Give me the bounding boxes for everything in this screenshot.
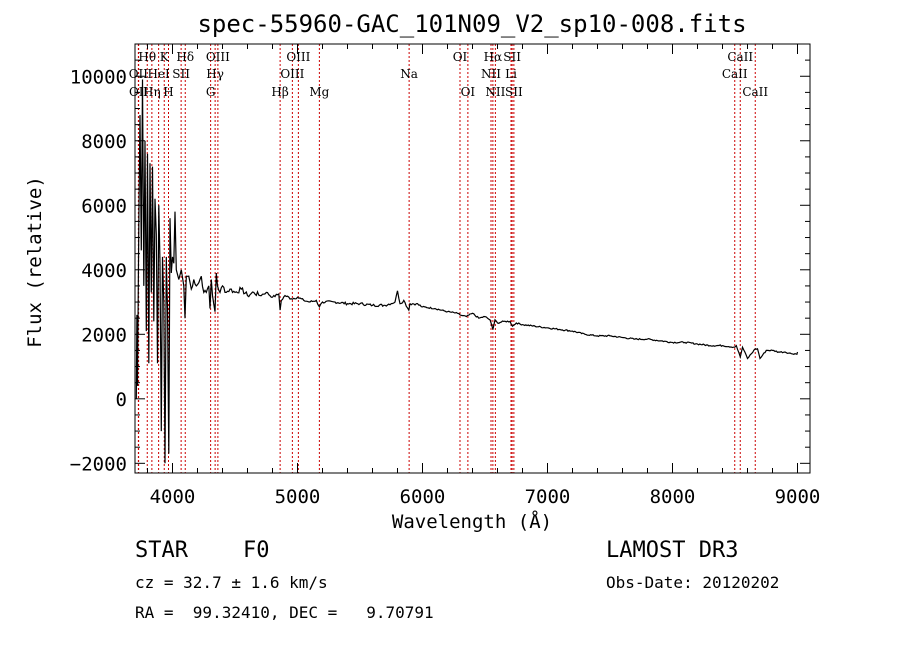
line-marker-label: Hθ (138, 50, 156, 64)
y-axis-label: Flux (relative) (24, 176, 46, 348)
y-tick-label: 8000 (81, 131, 127, 153)
line-marker-label: Mg (309, 85, 329, 99)
x-axis-label: Wavelength (Å) (392, 510, 552, 533)
line-marker-label: Hη (143, 85, 161, 99)
line-marker-label: SII (172, 67, 190, 81)
line-marker-label: H (163, 85, 173, 99)
line-marker-label: Hβ (271, 85, 288, 99)
line-marker-label: OIII (280, 67, 304, 81)
line-markers (137, 44, 756, 473)
coordinates-text: RA = 99.32410, DEC = 9.70791 (135, 603, 434, 622)
line-marker-label: OII (129, 67, 149, 81)
line-marker-label: NII (485, 85, 505, 99)
line-marker-label: CaII (727, 50, 753, 64)
x-tick-label: 6000 (400, 486, 446, 508)
y-tick-label: 4000 (81, 260, 127, 282)
line-marker-label: Hγ (206, 67, 224, 81)
obs-date-text: Obs-Date: 20120202 (606, 573, 780, 592)
y-tick-label: 2000 (81, 324, 127, 346)
chart-title: spec-55960-GAC_101N09_V2_sp10-008.fits (197, 10, 746, 38)
line-marker-label: K (160, 50, 170, 64)
x-tick-label: 7000 (525, 486, 571, 508)
x-tick-label: 8000 (650, 486, 696, 508)
line-marker-label: SII (505, 85, 523, 99)
y-tick-label: 6000 (81, 195, 127, 217)
object-class: STAR (135, 538, 188, 563)
x-tick-label: 5000 (275, 486, 321, 508)
line-marker-label: HeI (147, 67, 170, 81)
spectrum-line (135, 79, 799, 464)
line-marker-label: Li (505, 67, 517, 81)
line-marker-label: OI (453, 50, 468, 64)
survey-label: LAMOST DR3 (606, 538, 739, 563)
line-marker-label: CaII (742, 85, 768, 99)
x-tick-label: 4000 (150, 486, 196, 508)
object-subclass: F0 (243, 538, 270, 563)
line-marker-label: CaII (722, 67, 748, 81)
line-marker-label: Na (400, 67, 418, 81)
plot-frame (134, 43, 811, 474)
redshift-text: cz = 32.7 ± 1.6 km/s (135, 573, 328, 592)
line-marker-label: G (206, 85, 216, 99)
line-marker-label: OI (461, 85, 476, 99)
y-axis-ticks: −2000 0 2000 4000 6000 8000 10000 (70, 59, 810, 475)
x-tick-label: 9000 (775, 486, 821, 508)
line-marker-label: OIII (286, 50, 310, 64)
y-tick-label: 0 (116, 389, 127, 411)
line-marker-label: Hδ (176, 50, 194, 64)
line-marker-label: Hα (484, 50, 503, 64)
y-tick-label: 10000 (70, 66, 127, 88)
line-marker-label: SII (503, 50, 521, 64)
line-marker-label: OIII (206, 50, 230, 64)
x-axis-ticks: 4000 5000 6000 7000 8000 9000 (147, 44, 821, 508)
line-marker-label: NII (481, 67, 501, 81)
y-tick-label: −2000 (70, 453, 127, 475)
